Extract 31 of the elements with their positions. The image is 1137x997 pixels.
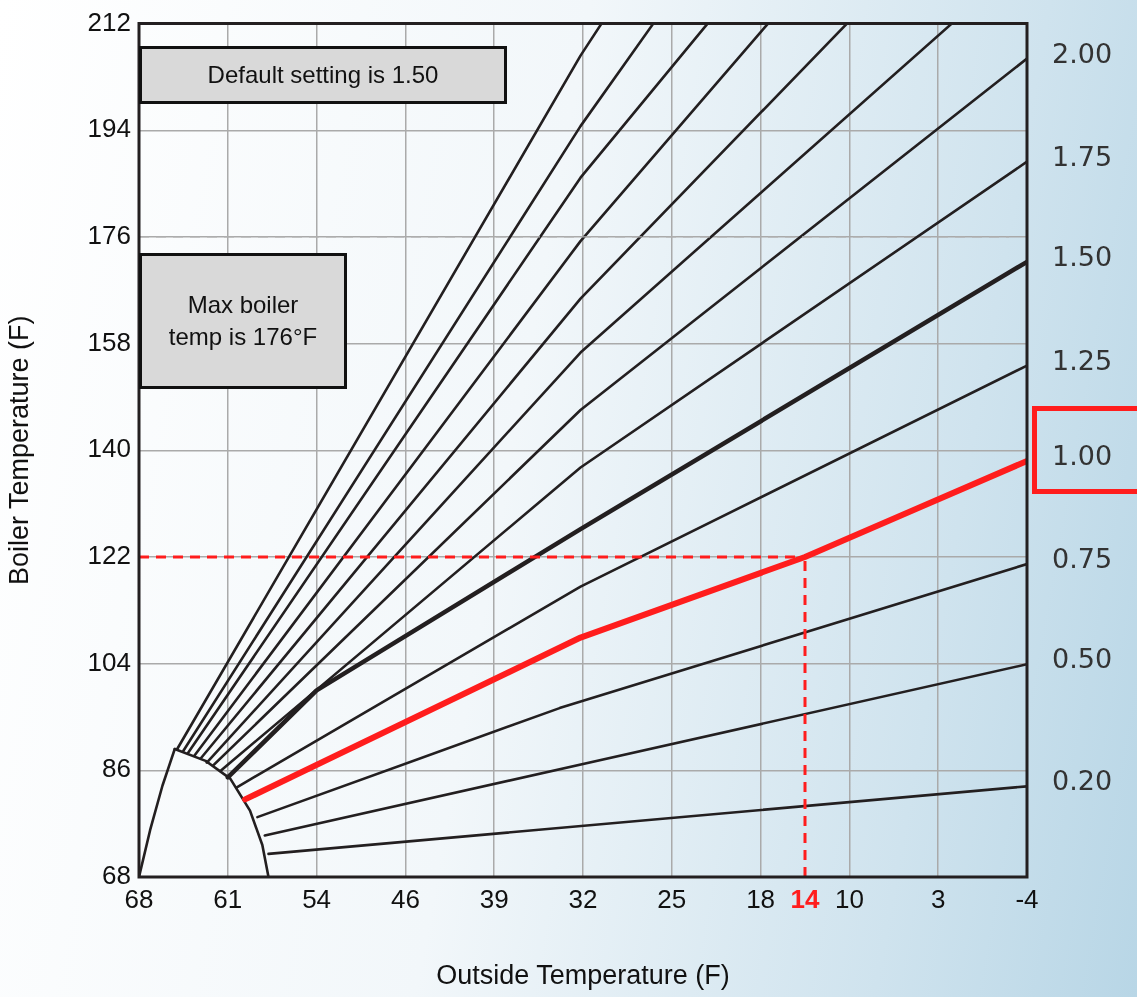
y-tick-label: 158 xyxy=(87,326,131,357)
x-tick-label: 61 xyxy=(213,883,243,914)
x-tick-label: 54 xyxy=(302,883,332,914)
series-label: 0.20 xyxy=(1052,765,1113,797)
y-tick-label: 104 xyxy=(87,646,131,677)
y-tick-label: 122 xyxy=(87,540,131,571)
x-tick-label: -4 xyxy=(1015,883,1039,914)
x-tick-label: 39 xyxy=(479,883,509,914)
x-tick-label: 3 xyxy=(930,883,946,914)
x-tick-label: 32 xyxy=(568,883,598,914)
x-tick-label: 18 xyxy=(746,883,776,914)
series-label: 0.50 xyxy=(1052,643,1113,675)
x-tick-label: 25 xyxy=(657,883,687,914)
series-label: 2.00 xyxy=(1052,37,1113,69)
text-box: Max boiler temp is 176°F xyxy=(139,252,347,389)
series-label: 1.00 xyxy=(1052,439,1113,471)
series-label: 0.75 xyxy=(1052,543,1113,575)
y-tick-label: 194 xyxy=(87,113,131,144)
series-label: 1.75 xyxy=(1052,140,1113,172)
y-tick-label: 86 xyxy=(102,753,131,784)
x-tick-label: 10 xyxy=(834,883,864,914)
text-box: Default setting is 1.50 xyxy=(139,45,507,104)
y-tick-label: 140 xyxy=(87,433,131,464)
y-tick-label: 176 xyxy=(87,220,131,251)
ref-line-label: 14 xyxy=(790,884,820,915)
series-label: 1.50 xyxy=(1052,240,1113,272)
x-axis-title: Outside Temperature (F) xyxy=(436,960,730,991)
series-label: 1.25 xyxy=(1052,344,1113,376)
x-tick-label: 46 xyxy=(390,883,420,914)
y-tick-label: 212 xyxy=(87,6,131,37)
y-axis-title: Boiler Temperature (F) xyxy=(3,315,34,586)
